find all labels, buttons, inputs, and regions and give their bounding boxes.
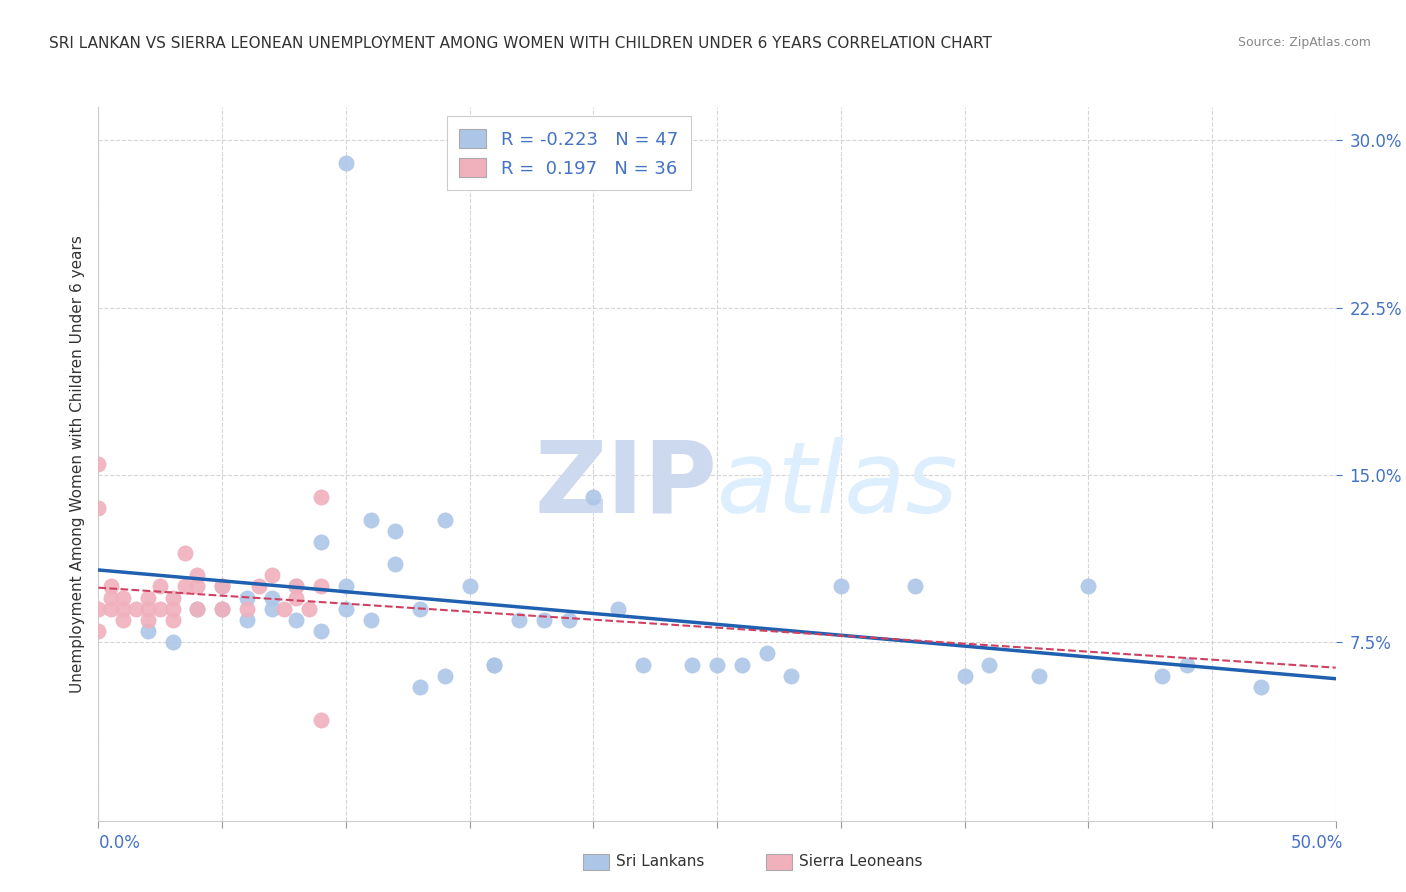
Point xyxy=(285,580,308,594)
Point xyxy=(309,490,332,504)
Point xyxy=(174,546,197,560)
Point xyxy=(979,657,1001,672)
Point xyxy=(409,602,432,616)
Point xyxy=(260,568,283,582)
Point xyxy=(100,591,122,605)
Point xyxy=(236,591,259,605)
Point xyxy=(309,535,332,549)
Point xyxy=(136,613,159,627)
Point xyxy=(100,580,122,594)
Point xyxy=(285,591,308,605)
Text: Sri Lankans: Sri Lankans xyxy=(616,855,704,869)
Point xyxy=(87,624,110,639)
Point xyxy=(136,602,159,616)
Point xyxy=(780,669,803,683)
Point xyxy=(384,557,406,572)
Point xyxy=(112,602,135,616)
Point xyxy=(409,680,432,694)
Point xyxy=(384,524,406,538)
Text: SRI LANKAN VS SIERRA LEONEAN UNEMPLOYMENT AMONG WOMEN WITH CHILDREN UNDER 6 YEAR: SRI LANKAN VS SIERRA LEONEAN UNEMPLOYMEN… xyxy=(49,36,993,51)
Point xyxy=(1028,669,1050,683)
Point xyxy=(247,580,270,594)
Point xyxy=(830,580,852,594)
Point xyxy=(124,602,146,616)
Point xyxy=(211,580,233,594)
Point xyxy=(112,613,135,627)
Point xyxy=(706,657,728,672)
Text: Sierra Leoneans: Sierra Leoneans xyxy=(799,855,922,869)
Point xyxy=(484,657,506,672)
Point xyxy=(211,602,233,616)
Text: Source: ZipAtlas.com: Source: ZipAtlas.com xyxy=(1237,36,1371,49)
Point xyxy=(162,613,184,627)
Point xyxy=(285,613,308,627)
Point xyxy=(87,501,110,516)
Text: 0.0%: 0.0% xyxy=(98,834,141,852)
Point xyxy=(458,580,481,594)
Point xyxy=(260,591,283,605)
Point xyxy=(309,580,332,594)
Point xyxy=(285,580,308,594)
Point xyxy=(1250,680,1272,694)
Point xyxy=(162,635,184,649)
Point xyxy=(433,512,456,526)
Point xyxy=(298,602,321,616)
Point xyxy=(582,490,605,504)
Point xyxy=(149,602,172,616)
Point xyxy=(186,568,208,582)
Point xyxy=(100,602,122,616)
Point xyxy=(211,580,233,594)
Point xyxy=(508,613,530,627)
Point xyxy=(174,580,197,594)
Point xyxy=(136,624,159,639)
Point xyxy=(309,624,332,639)
Text: ZIP: ZIP xyxy=(534,437,717,533)
Point xyxy=(87,602,110,616)
Point xyxy=(360,613,382,627)
Point xyxy=(162,602,184,616)
Point xyxy=(112,591,135,605)
Point xyxy=(953,669,976,683)
Point xyxy=(273,602,295,616)
Point xyxy=(607,602,630,616)
Legend: R = -0.223   N = 47, R =  0.197   N = 36: R = -0.223 N = 47, R = 0.197 N = 36 xyxy=(447,116,690,190)
Point xyxy=(186,602,208,616)
Point xyxy=(149,580,172,594)
Point xyxy=(904,580,927,594)
Point xyxy=(731,657,754,672)
Point xyxy=(136,591,159,605)
Point xyxy=(87,457,110,471)
Point xyxy=(162,591,184,605)
Point xyxy=(211,602,233,616)
Point xyxy=(484,657,506,672)
Text: 50.0%: 50.0% xyxy=(1291,834,1343,852)
Point xyxy=(433,669,456,683)
Point xyxy=(1175,657,1198,672)
Point xyxy=(236,613,259,627)
Point xyxy=(557,613,579,627)
Y-axis label: Unemployment Among Women with Children Under 6 years: Unemployment Among Women with Children U… xyxy=(69,235,84,693)
Point xyxy=(186,580,208,594)
Point xyxy=(309,714,332,728)
Point xyxy=(335,602,357,616)
Point xyxy=(236,602,259,616)
Point xyxy=(631,657,654,672)
Point xyxy=(1077,580,1099,594)
Point xyxy=(1152,669,1174,683)
Text: atlas: atlas xyxy=(717,437,959,533)
Point xyxy=(360,512,382,526)
Point xyxy=(755,646,778,660)
Point xyxy=(335,580,357,594)
Point xyxy=(681,657,703,672)
Point xyxy=(335,156,357,170)
Point xyxy=(186,602,208,616)
Point xyxy=(260,602,283,616)
Point xyxy=(533,613,555,627)
